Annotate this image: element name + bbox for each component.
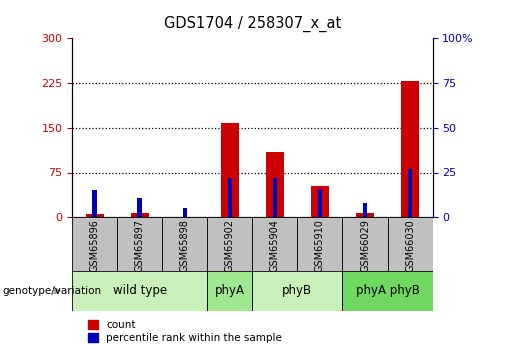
Text: phyA phyB: phyA phyB bbox=[355, 284, 420, 297]
Bar bbox=[272, 178, 277, 217]
Text: phyB: phyB bbox=[282, 284, 313, 297]
Bar bbox=[311, 186, 329, 217]
Bar bbox=[401, 81, 419, 217]
Bar bbox=[252, 271, 342, 310]
Bar bbox=[72, 217, 117, 271]
Text: GSM65910: GSM65910 bbox=[315, 219, 325, 272]
Text: GSM65898: GSM65898 bbox=[180, 219, 190, 272]
Text: genotype/variation: genotype/variation bbox=[3, 286, 101, 296]
Bar bbox=[297, 217, 342, 271]
Bar bbox=[318, 189, 322, 217]
Bar bbox=[85, 214, 104, 217]
Bar bbox=[182, 208, 187, 217]
Text: GDS1704 / 258307_x_at: GDS1704 / 258307_x_at bbox=[164, 16, 341, 32]
Bar bbox=[252, 217, 297, 271]
Bar bbox=[162, 217, 207, 271]
Bar bbox=[387, 217, 433, 271]
Bar bbox=[207, 217, 252, 271]
Text: GSM65902: GSM65902 bbox=[225, 219, 235, 273]
Text: GSM65897: GSM65897 bbox=[135, 219, 145, 273]
Bar bbox=[92, 190, 97, 217]
Bar bbox=[131, 213, 149, 217]
Text: GSM66030: GSM66030 bbox=[405, 219, 415, 272]
Text: wild type: wild type bbox=[113, 284, 167, 297]
Text: GSM65896: GSM65896 bbox=[90, 219, 99, 272]
Bar bbox=[342, 271, 433, 310]
Bar bbox=[266, 151, 284, 217]
Bar bbox=[342, 217, 387, 271]
Bar bbox=[72, 271, 207, 310]
Bar bbox=[363, 203, 367, 217]
Text: GSM66029: GSM66029 bbox=[360, 219, 370, 272]
Legend: count, percentile rank within the sample: count, percentile rank within the sample bbox=[88, 320, 282, 343]
Bar bbox=[221, 123, 239, 217]
Bar bbox=[228, 178, 232, 217]
Bar bbox=[408, 169, 413, 217]
Text: phyA: phyA bbox=[215, 284, 245, 297]
Bar bbox=[207, 271, 252, 310]
Bar bbox=[117, 217, 162, 271]
Bar bbox=[356, 213, 374, 217]
Bar bbox=[138, 198, 142, 217]
Text: GSM65904: GSM65904 bbox=[270, 219, 280, 272]
